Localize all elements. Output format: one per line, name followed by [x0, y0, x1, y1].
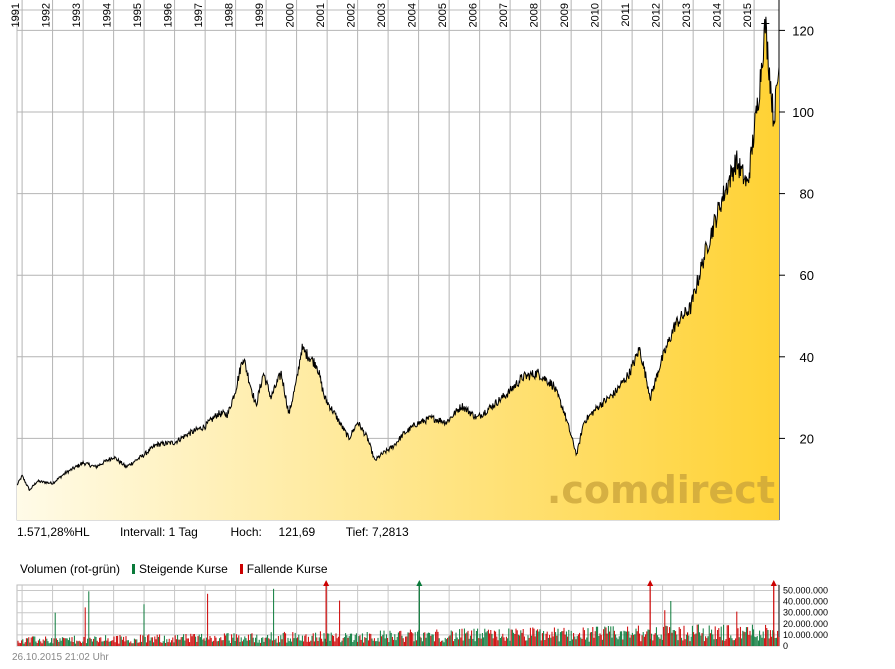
x-tick-label: 2004 — [407, 3, 419, 27]
volume-frame — [16, 584, 780, 647]
volume-tick-label: 30.000.000 — [783, 608, 828, 618]
x-tick-label: 1998 — [224, 3, 236, 27]
volume-bars — [17, 580, 780, 646]
x-tick-label: 2003 — [376, 3, 388, 27]
interval-label: Intervall: 1 Tag — [119, 525, 198, 539]
price-area-fill — [17, 16, 779, 521]
x-tick-label: 2010 — [590, 3, 602, 27]
volume-tick-label: 10.000.000 — [783, 630, 828, 640]
y-tick-label: 20 — [800, 431, 814, 446]
rising-label: Steigende Kurse — [139, 562, 228, 576]
x-tick-label: 2002 — [346, 3, 358, 27]
x-tick-label: 1996 — [163, 3, 175, 27]
x-tick-label: 2011 — [620, 3, 632, 27]
volume-tick-label: 20.000.000 — [783, 619, 828, 629]
volume-title: Volumen (rot-grün) — [20, 562, 121, 576]
y-tick-label: 40 — [800, 350, 814, 365]
comdirect-watermark: .comdirect — [547, 468, 775, 512]
price-line — [16, 16, 780, 491]
x-tick-label: 2006 — [468, 3, 480, 27]
volume-overflow-arrow-icon — [416, 580, 423, 586]
falling-marker — [239, 564, 243, 574]
timestamp: 26.10.2015 21:02 Uhr — [12, 652, 109, 663]
falling-label: Fallende Kurse — [246, 562, 328, 576]
low-value: 7,2813 — [371, 525, 409, 539]
high-label: Hoch: — [230, 525, 262, 539]
low-label: Tief: — [345, 525, 369, 539]
x-tick-label: 2008 — [529, 3, 541, 27]
x-tick-label: 2005 — [437, 3, 449, 27]
x-tick-label: 2007 — [498, 3, 510, 27]
volume-overflow-arrow-icon — [647, 580, 654, 586]
x-tick-label: 1991 — [10, 3, 22, 27]
x-tick-label: 2000 — [285, 3, 297, 27]
volume-tick-label: 50.000.000 — [783, 586, 828, 596]
x-tick-label: 2009 — [559, 3, 571, 27]
x-tick-label: 1997 — [193, 3, 205, 27]
x-tick-label: 1995 — [132, 3, 144, 27]
x-tick-label: 1993 — [71, 3, 83, 27]
x-tick-label: 1992 — [41, 3, 53, 27]
x-tick-label: 1994 — [102, 3, 114, 27]
volume-gridlines — [16, 584, 780, 647]
x-tick-label: 1999 — [254, 3, 266, 27]
x-tick-label: 2001 — [315, 3, 327, 27]
change-percent: 1.571,28%HL — [17, 525, 90, 539]
x-tick-label: 2014 — [712, 3, 724, 27]
volume-legend: Volumen (rot-grün) Steigende Kurse Fallend… — [20, 562, 328, 576]
price-stats: 1.571,28%HL Intervall: 1 Tag Hoch: 121,6… — [17, 525, 409, 539]
volume-tick-label: 0 — [783, 641, 788, 651]
volume-tick-label: 40.000.000 — [783, 597, 828, 607]
x-tick-label: 2015 — [742, 3, 754, 27]
y-tick-label: 60 — [800, 268, 814, 283]
y-tick-label: 120 — [792, 23, 814, 38]
volume-overflow-arrow-icon — [323, 580, 330, 586]
rising-marker — [132, 564, 136, 574]
x-tick-label: 2012 — [651, 3, 663, 27]
x-tick-label: 2013 — [681, 3, 693, 27]
y-tick-label: 100 — [792, 105, 814, 120]
price-chart: .comdirect 1991 1992 1993 1994 1995 1996 1997 1… — [10, 0, 814, 521]
high-value: 121,69 — [278, 525, 316, 539]
volume-overflow-arrow-icon — [770, 580, 777, 586]
y-tick-label: 80 — [800, 187, 814, 202]
